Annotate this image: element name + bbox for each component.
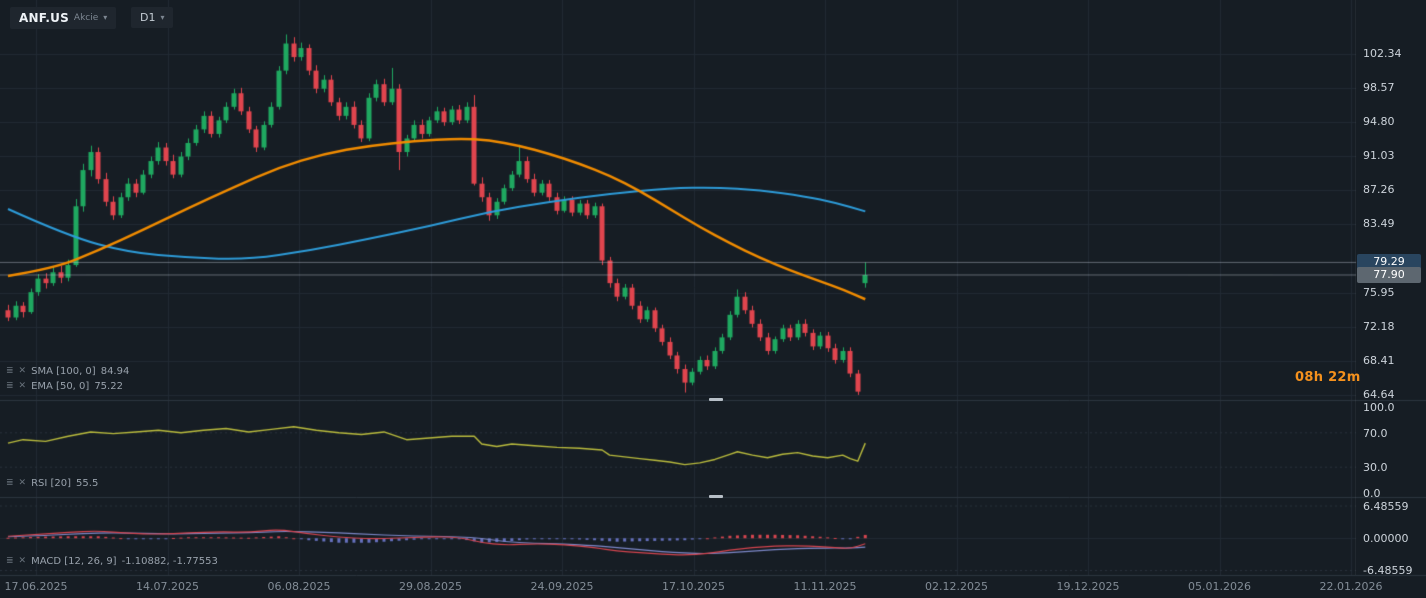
price-tick-label: 64.64 <box>1363 387 1395 401</box>
panel-resize-handle[interactable] <box>709 398 723 401</box>
indicator-row-rsi: ≣ ✕ RSI [20] 55.5 <box>6 478 98 489</box>
price-tick-label: 102.34 <box>1363 47 1402 60</box>
candle-countdown: 08h 22m <box>1295 370 1361 385</box>
time-tick-label: 14.07.2025 <box>136 580 199 593</box>
time-tick-label: 29.08.2025 <box>399 580 462 593</box>
time-tick-label: 11.11.2025 <box>793 580 857 593</box>
price-level-badge[interactable]: 79.29 <box>1357 254 1421 271</box>
rsi-tick-label: 100.0 <box>1363 401 1395 414</box>
time-tick-label: 19.12.2025 <box>1056 580 1120 593</box>
price-tick-label: 87.26 <box>1363 183 1395 197</box>
indicator-settings-icon[interactable]: ≣ <box>6 366 14 376</box>
time-axis[interactable]: 17.06.2025 14.07.2025 06.08.2025 29.08.2025… <box>0 575 1426 598</box>
symbol-selector[interactable]: ANF.US Akcie ▾ <box>10 7 117 29</box>
time-tick-label: 22.01.2026 <box>1319 580 1383 593</box>
indicator-label: MACD [12, 26, 9] <box>31 556 117 567</box>
indicator-remove-icon[interactable]: ✕ <box>18 478 27 488</box>
time-tick-label: 02.12.2025 <box>925 580 988 593</box>
time-tick-label: 05.01.2026 <box>1188 580 1251 593</box>
time-tick-label: 17.06.2025 <box>4 580 68 593</box>
indicator-row-sma: ≣ ✕ SMA [100, 0] 84.94 <box>6 366 129 377</box>
chevron-down-icon: ▾ <box>103 13 108 22</box>
indicator-value: -1.10882, -1.77553 <box>121 556 218 567</box>
timeframe-label: D1 <box>140 11 156 24</box>
indicator-settings-icon[interactable]: ≣ <box>6 381 14 391</box>
price-tick-label: 83.49 <box>1363 217 1395 231</box>
indicator-remove-icon[interactable]: ✕ <box>18 366 27 376</box>
indicator-row-ema: ≣ ✕ EMA [50, 0] 75.22 <box>6 381 123 392</box>
panel-resize-handle[interactable] <box>709 495 723 498</box>
macd-tick-label: -6.48559 <box>1363 564 1413 578</box>
indicator-label: SMA [100, 0] <box>31 366 96 377</box>
indicator-label: RSI [20] <box>31 478 72 489</box>
time-tick-label: 24.09.2025 <box>530 580 594 593</box>
indicator-settings-icon[interactable]: ≣ <box>6 478 14 488</box>
instrument-type-label: Akcie <box>73 13 99 23</box>
time-tick-label: 17.10.2025 <box>662 580 725 593</box>
indicator-row-macd: ≣ ✕ MACD [12, 26, 9] -1.10882, -1.77553 <box>6 556 218 567</box>
indicator-value: 84.94 <box>100 366 130 377</box>
symbol-name: ANF.US <box>19 11 69 25</box>
macd-tick-label: 6.48559 <box>1363 500 1409 514</box>
macd-tick-label: 0.00000 <box>1363 532 1409 546</box>
rsi-tick-label: 30.0 <box>1363 461 1388 475</box>
indicator-remove-icon[interactable]: ✕ <box>18 556 27 566</box>
price-tick-label: 98.57 <box>1363 81 1395 95</box>
indicator-remove-icon[interactable]: ✕ <box>18 381 27 391</box>
indicator-value: 55.5 <box>76 478 99 489</box>
price-tick-label: 72.18 <box>1363 319 1395 333</box>
price-tick-label: 94.80 <box>1363 115 1395 129</box>
last-price-badge[interactable]: 77.90 <box>1357 266 1421 283</box>
time-tick-label: 06.08.2025 <box>267 580 331 593</box>
rsi-tick-label: 0.0 <box>1363 487 1381 500</box>
indicator-label: EMA [50, 0] <box>31 381 90 392</box>
price-tick-label: 75.95 <box>1363 285 1395 299</box>
indicator-settings-icon[interactable]: ≣ <box>6 556 14 566</box>
price-axis[interactable]: 102.34 98.57 94.80 91.03 87.26 83.49 75.95 72.1… <box>1355 0 1426 578</box>
chevron-down-icon: ▾ <box>160 12 165 22</box>
timeframe-selector[interactable]: D1 ▾ <box>131 7 174 28</box>
indicator-value: 75.22 <box>94 381 123 392</box>
rsi-tick-label: 70.0 <box>1363 426 1388 440</box>
price-tick-label: 91.03 <box>1363 149 1395 163</box>
price-tick-label: 68.41 <box>1363 353 1395 367</box>
